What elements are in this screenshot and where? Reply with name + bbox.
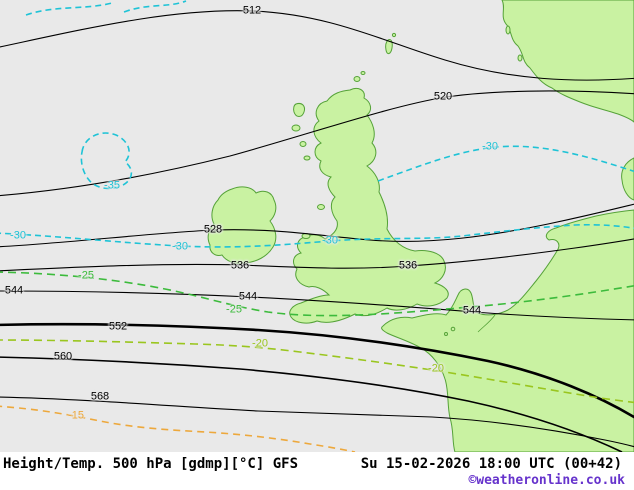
temp-contour-minus30-topleft bbox=[25, 2, 113, 16]
height-contour-536 bbox=[0, 238, 634, 272]
norway-islet bbox=[517, 54, 523, 62]
great-britain-landmass bbox=[289, 87, 449, 324]
temp-contour-minus25 bbox=[0, 271, 634, 317]
temp-contour-minus30-topleft2 bbox=[123, 0, 187, 13]
temp-contour-minus15 bbox=[0, 405, 356, 452]
temp-contour-minus20 bbox=[0, 339, 634, 404]
copyright-watermark: ©weatheronline.co.uk bbox=[468, 473, 625, 488]
temp-contour-minus30-north bbox=[377, 145, 634, 182]
shetland-islet bbox=[391, 32, 397, 38]
orkney-island bbox=[353, 76, 361, 82]
weather-map: 512 520 528 536 536 544 544 544 552 560 … bbox=[0, 0, 634, 452]
islay-island bbox=[303, 155, 311, 161]
isle-of-man bbox=[317, 204, 325, 210]
height-contour-568 bbox=[0, 396, 634, 448]
seine-river bbox=[477, 314, 496, 333]
shetland-island bbox=[385, 39, 393, 55]
caption-bar: Height/Temp. 500 hPa [gdmp][°C] GFS Su 1… bbox=[0, 452, 634, 490]
valid-time-label: Su 15-02-2026 18:00 UTC (00+42) bbox=[360, 456, 622, 472]
height-contour-544 bbox=[0, 290, 634, 321]
norway-islet bbox=[505, 25, 511, 35]
height-contour-512 bbox=[0, 10, 634, 81]
height-contour-560 bbox=[0, 356, 623, 452]
channel-island bbox=[450, 326, 456, 332]
skye-island bbox=[291, 124, 301, 132]
orkney-island bbox=[360, 71, 366, 75]
channel-island bbox=[444, 332, 448, 336]
ireland-landmass bbox=[207, 186, 277, 264]
height-contour-520 bbox=[0, 90, 634, 197]
temp-contour-minus30-main bbox=[0, 223, 634, 248]
hebrides-island bbox=[293, 103, 305, 117]
continent-landmass bbox=[381, 209, 634, 452]
chart-title: Height/Temp. 500 hPa [gdmp][°C] GFS bbox=[3, 456, 299, 472]
mull-island bbox=[299, 141, 307, 147]
height-contour-552 bbox=[0, 322, 634, 419]
temp-contour-minus35-loop bbox=[80, 132, 133, 190]
